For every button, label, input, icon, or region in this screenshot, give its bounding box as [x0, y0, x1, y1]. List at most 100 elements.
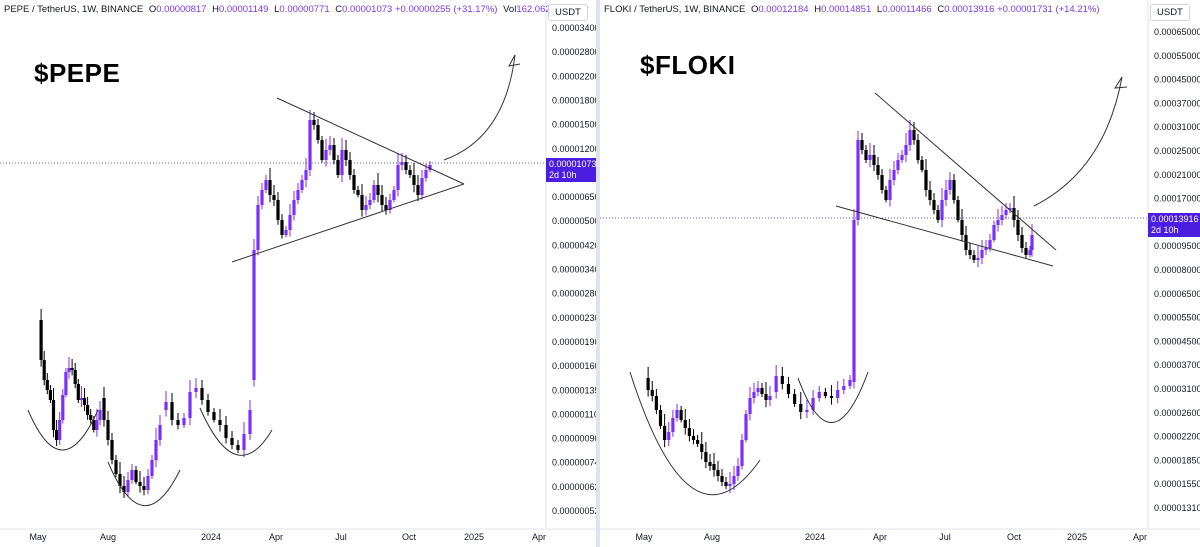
candle-body: [1016, 220, 1020, 235]
candle-body: [118, 474, 122, 486]
candle-body: [292, 200, 296, 215]
candle-body: [280, 220, 284, 235]
y-tick-label: 0.00009500: [1154, 241, 1200, 251]
trendline: [276, 97, 465, 185]
y-tick-label: 0.00000190: [552, 337, 596, 347]
candle-body: [912, 130, 916, 140]
cup-arc: [27, 409, 99, 451]
candle-body: [852, 220, 856, 382]
candle-body: [114, 460, 118, 474]
candle-body: [284, 230, 288, 235]
x-tick-label: May: [29, 532, 47, 542]
candle-body: [876, 165, 880, 175]
candle-body: [736, 466, 740, 476]
candle-body: [671, 418, 675, 432]
panel-divider[interactable]: [596, 0, 600, 547]
floki-overlay-title: $FLOKI: [640, 50, 736, 80]
cup-arc: [629, 371, 761, 496]
candle-body: [768, 396, 772, 400]
candle-body: [102, 398, 106, 420]
candle-body: [95, 420, 99, 430]
candle-body: [126, 480, 130, 492]
floki-symbol: FLOKI / TetherUS, 1W, BINANCE: [604, 4, 746, 15]
candle-body: [956, 200, 960, 220]
breakout-arrow-head: [508, 54, 521, 67]
candle-body: [424, 170, 428, 178]
candle-body: [218, 420, 222, 425]
candle-body: [646, 378, 650, 390]
candle-body: [872, 155, 876, 165]
y-tick-label: 0.00001310: [1154, 503, 1200, 513]
candle-body: [691, 436, 696, 440]
y-tick-label: 0.00004500: [1154, 336, 1200, 346]
candle-body: [744, 414, 748, 440]
x-tick-label: Oct: [402, 532, 417, 542]
x-tick-label: 2024: [805, 532, 825, 542]
candle-body: [86, 405, 90, 415]
candle-body: [1000, 215, 1004, 220]
candle-body: [328, 145, 332, 150]
x-tick-label: 2025: [1067, 532, 1087, 542]
y-tick-label: 0.00002200: [1154, 432, 1200, 442]
floki-change: +0.00001731 (+14.21%): [997, 4, 1100, 15]
x-tick-label: Jul: [335, 532, 347, 542]
candle-body: [696, 440, 700, 444]
candle-body: [428, 165, 432, 170]
candle-body: [948, 180, 952, 190]
candle-body: [45, 380, 49, 390]
candle-body: [700, 444, 704, 452]
cup-arc: [199, 407, 273, 456]
pepe-high: 0.00001149: [218, 4, 269, 15]
candle-body: [748, 398, 752, 414]
x-tick-label: Apr: [269, 532, 283, 542]
candle-body: [860, 140, 864, 150]
candle-body: [372, 185, 376, 200]
candle-body: [836, 390, 840, 398]
pepe-close: 0.00001073: [342, 4, 393, 15]
candle-body: [1028, 250, 1032, 255]
candle-body: [940, 200, 944, 220]
candle-body: [774, 376, 778, 392]
candle-body: [968, 250, 972, 255]
candle-body: [110, 440, 114, 460]
candle-body: [780, 376, 784, 384]
y-tick-label: 0.00000052: [552, 506, 596, 516]
candle-body: [848, 380, 852, 386]
candle-body: [224, 425, 228, 438]
candle-body: [908, 130, 912, 145]
y-tick-label: 0.00008000: [1154, 265, 1200, 275]
pepe-overlay-title: $PEPE: [34, 58, 121, 88]
candle-body: [720, 476, 724, 482]
trendline: [874, 92, 1057, 251]
candle-body: [675, 410, 679, 418]
candle-body: [158, 425, 162, 440]
candle-body: [316, 125, 320, 140]
y-tick-label: 0.00002800: [552, 47, 596, 57]
candle-body: [980, 250, 984, 258]
candle-body: [842, 386, 846, 390]
x-tick-label: Apr: [1133, 532, 1147, 542]
y-tick-label: 0.00000340: [552, 265, 596, 275]
pepe-change: +0.00000255 (+31.17%): [394, 4, 498, 15]
candle-body: [650, 390, 654, 396]
pepe-currency-button[interactable]: USDT: [548, 4, 588, 21]
candle-body: [944, 190, 948, 200]
y-tick-label: 0.00017000: [1154, 194, 1200, 204]
candle-body: [79, 398, 83, 400]
candle-body: [58, 420, 62, 440]
candle-body: [829, 396, 834, 398]
floki-currency-button[interactable]: USDT: [1150, 4, 1190, 21]
candle-body: [230, 438, 234, 445]
candle-body: [260, 190, 264, 205]
candle-body: [376, 185, 380, 195]
candle-body: [687, 428, 691, 436]
floki-low: 0.00011466: [882, 4, 932, 15]
candle-body: [683, 420, 687, 428]
candle-body: [308, 120, 312, 170]
breakout-arrow: [443, 54, 516, 161]
pepe-price-tag: 0.00001073 2d 10h: [546, 158, 600, 182]
candle-body: [888, 180, 892, 200]
candle-body: [130, 470, 134, 480]
candle-body: [138, 482, 142, 486]
floki-last-price: 0.00013916: [1151, 214, 1199, 224]
